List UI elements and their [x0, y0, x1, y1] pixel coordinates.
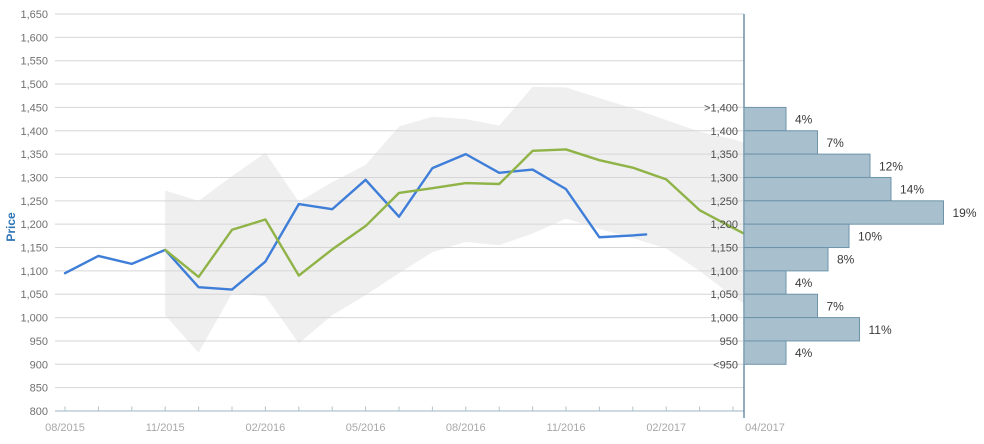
histogram-value-label: 4% [795, 346, 813, 360]
histogram-bar[interactable] [743, 153, 871, 178]
x-axis-tick-label: 05/2016 [346, 422, 386, 434]
histogram-value-label: 11% [869, 323, 892, 337]
histogram-value-label: 12% [879, 159, 903, 173]
histogram-bin-label: 1,050 [710, 289, 738, 301]
y-axis-tick-label: 1,600 [20, 32, 48, 44]
histogram-value-label: 10% [858, 229, 882, 243]
histogram-bin-label: >1,400 [704, 102, 738, 114]
histogram-bar[interactable] [743, 176, 892, 202]
x-axis-tick-label: 04/2017 [745, 422, 785, 434]
y-axis-tick-label: 1,150 [20, 243, 48, 255]
histogram-bin-label: 1,350 [710, 149, 738, 161]
y-axis-tick-label: 1,200 [20, 219, 48, 231]
y-axis-tick-label: 1,450 [20, 102, 48, 114]
histogram-bar[interactable] [743, 130, 818, 155]
y-axis-tick-label: 1,000 [20, 313, 48, 325]
y-axis-tick-label: 1,050 [20, 289, 48, 301]
x-axis-tick-label: 11/2015 [146, 422, 185, 434]
x-axis-tick-label: 08/2015 [45, 422, 85, 434]
histogram-bar[interactable] [743, 106, 787, 132]
histogram-value-label: 4% [795, 276, 813, 290]
x-axis-tick-label: 02/2016 [246, 422, 286, 434]
histogram-bar[interactable] [743, 200, 944, 225]
y-axis-tick-label: 1,550 [20, 56, 48, 68]
y-axis-tick-label: 850 [30, 383, 48, 395]
histogram-value-label: 4% [795, 113, 813, 127]
histogram-bar[interactable] [743, 340, 787, 365]
confidence-band-area [165, 86, 745, 353]
histogram-bin-label: 1,100 [710, 266, 738, 278]
histogram-bar[interactable] [743, 293, 818, 319]
forecast-price-line[interactable] [163, 148, 746, 279]
y-axis-tick-label: 900 [30, 359, 48, 371]
histogram-bar[interactable] [743, 223, 850, 249]
y-axis-tick-label: 950 [30, 336, 48, 348]
x-axis-tick-label: 02/2017 [646, 422, 686, 434]
y-axis-tick-label: 1,500 [20, 79, 48, 91]
y-axis-tick-label: 1,300 [20, 172, 48, 184]
histogram-value-label: 7% [827, 299, 845, 313]
histogram-value-label: 8% [837, 253, 855, 267]
y-axis-tick-label: 1,250 [20, 196, 48, 208]
y-axis-tick-label: 1,650 [20, 9, 48, 21]
x-axis-tick-label: 11/2016 [547, 422, 586, 434]
histogram-bar[interactable] [743, 247, 829, 272]
histogram-bin-label: <950 [713, 359, 738, 371]
y-axis-tick-label: 800 [30, 406, 48, 418]
histogram-bar[interactable] [743, 317, 860, 342]
histogram-value-label: 14% [900, 183, 924, 197]
histogram-bin-label: 1,000 [710, 313, 738, 325]
histogram-value-label: 7% [827, 136, 845, 150]
x-axis-tick-label: 08/2016 [446, 422, 486, 434]
histogram-value-label: 19% [953, 206, 977, 220]
histogram-bin-label: 1,400 [710, 126, 738, 138]
histogram-bar[interactable] [743, 270, 787, 295]
y-axis-tick-label: 1,400 [20, 126, 48, 138]
y-axis-title: Price [4, 212, 18, 242]
histogram-bin-label: 1,150 [710, 243, 738, 255]
histogram-bin-label: 1,250 [710, 196, 738, 208]
y-axis-tick-label: 1,350 [20, 149, 48, 161]
y-axis-tick-label: 1,100 [20, 266, 48, 278]
histogram-bin-label: 1,300 [710, 172, 738, 184]
histogram-bin-label: 950 [720, 336, 738, 348]
histogram-bin-label: 1,200 [710, 219, 738, 231]
